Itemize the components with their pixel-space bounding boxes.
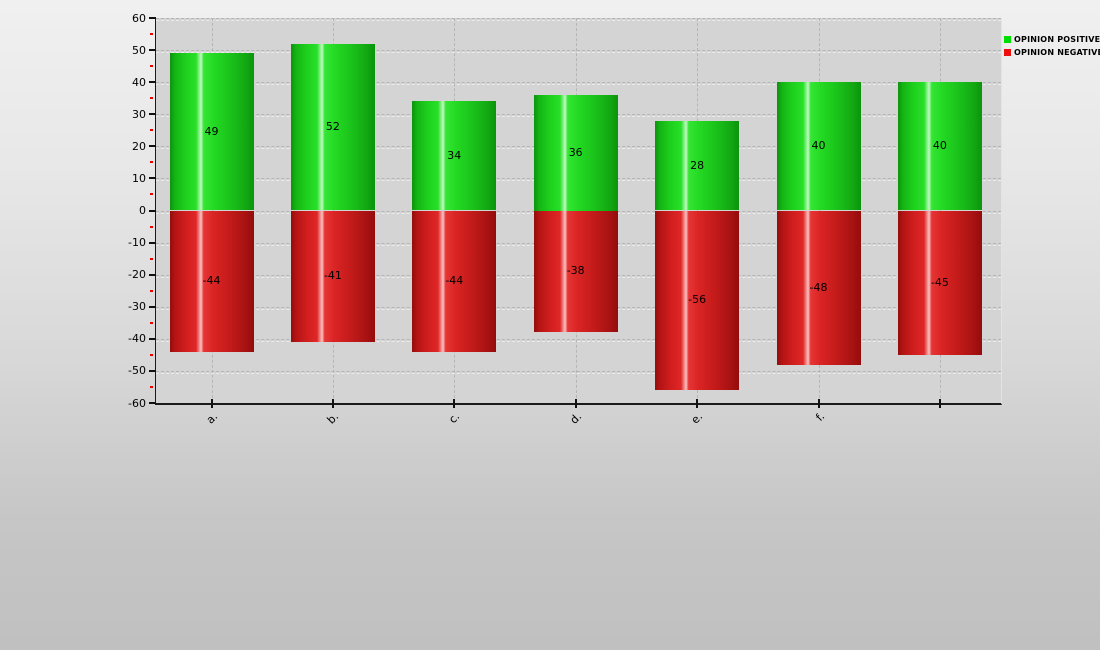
y-axis-tick-label: -30 xyxy=(128,300,146,314)
y-axis-tick xyxy=(149,17,156,19)
bar-negative-segment xyxy=(897,210,982,355)
y-axis-minor-tick xyxy=(150,161,153,164)
y-axis-tick xyxy=(149,113,156,116)
bar-positive-segment xyxy=(655,120,740,211)
bar-positive-segment xyxy=(169,53,254,211)
y-axis-minor-tick xyxy=(150,193,153,196)
y-axis-tick-label: -40 xyxy=(128,332,146,346)
y-axis-minor-tick xyxy=(150,129,153,132)
y-axis-tick xyxy=(149,81,156,84)
legend-item-positive: OPINION POSITIVE xyxy=(1004,35,1100,44)
legend-item-negative: OPINION NEGATIVE xyxy=(1004,48,1100,57)
y-axis-minor-tick xyxy=(150,65,153,68)
y-axis-minor-tick xyxy=(150,289,153,292)
y-axis-tick xyxy=(149,369,156,372)
y-axis-minor-tick xyxy=(150,321,153,324)
y-axis-tick xyxy=(149,402,156,404)
y-axis-tick-label: -10 xyxy=(128,236,146,250)
y-axis-tick-label: -20 xyxy=(128,268,146,282)
bar-positive-segment xyxy=(776,82,861,211)
bar-positive-segment xyxy=(533,95,618,211)
x-axis-tick-label: d. xyxy=(567,410,584,427)
y-axis-minor-tick xyxy=(150,97,153,100)
horizontal-gridline xyxy=(156,18,1001,21)
y-axis-tick-label: 30 xyxy=(132,107,146,121)
x-axis-tick xyxy=(331,399,334,408)
y-axis-tick-label: 60 xyxy=(132,11,146,25)
x-axis-tick-label: a. xyxy=(203,410,220,427)
x-axis-tick xyxy=(574,399,577,408)
x-axis-tick-label: c. xyxy=(446,410,463,426)
negative-series-swatch-icon xyxy=(1004,49,1011,56)
bar-positive-segment xyxy=(290,43,375,211)
x-axis-tick-label: f. xyxy=(812,410,827,424)
y-axis-minor-tick xyxy=(150,33,153,36)
positive-series-swatch-icon xyxy=(1004,36,1011,43)
x-axis-tick xyxy=(696,399,699,408)
y-axis-tick xyxy=(149,241,156,244)
horizontal-gridline xyxy=(156,82,1001,86)
y-axis-tick xyxy=(149,273,156,276)
y-axis-minor-tick xyxy=(150,257,153,260)
x-axis-tick-label: b. xyxy=(324,410,342,427)
y-axis-tick xyxy=(149,49,156,52)
horizontal-gridline xyxy=(156,338,1001,342)
bar-negative-segment xyxy=(169,210,254,352)
y-axis-tick xyxy=(149,145,156,148)
x-axis-tick xyxy=(817,399,820,408)
legend-label-negative: OPINION NEGATIVE xyxy=(1014,48,1100,57)
y-axis-tick-label: 10 xyxy=(132,171,146,185)
y-axis-minor-tick xyxy=(150,225,153,228)
y-axis-tick-label: -60 xyxy=(128,396,146,410)
bar-negative-segment xyxy=(533,210,618,333)
y-axis-tick-label: 40 xyxy=(132,75,146,89)
bar-negative-segment xyxy=(655,210,740,391)
horizontal-gridline xyxy=(156,50,1001,54)
y-axis-tick xyxy=(149,209,156,212)
x-axis-tick xyxy=(938,399,941,408)
horizontal-gridline xyxy=(156,370,1001,374)
bar-negative-segment xyxy=(412,210,497,352)
legend-label-positive: OPINION POSITIVE xyxy=(1014,35,1100,44)
x-axis-tick xyxy=(453,399,456,408)
x-axis-tick-label: e. xyxy=(688,410,706,427)
y-axis-minor-tick xyxy=(150,353,153,356)
y-axis-minor-tick xyxy=(150,385,153,388)
bar-negative-segment xyxy=(290,210,375,343)
bar-positive-segment xyxy=(897,82,982,211)
bar-positive-segment xyxy=(412,101,497,211)
y-axis-tick xyxy=(149,337,156,340)
y-axis-tick-label: -50 xyxy=(128,364,146,378)
y-axis-tick xyxy=(149,305,156,308)
y-axis-tick-label: 20 xyxy=(132,139,146,153)
x-axis-tick xyxy=(210,399,213,408)
y-axis-tick xyxy=(149,177,156,180)
y-axis-tick-label: 0 xyxy=(139,204,146,217)
bar-negative-segment xyxy=(776,210,861,365)
chart-plot-area: 60 50 40 30 20 10 0 -10 -20 -30 -40 -50 -60 a. b. c. d. e… xyxy=(128,12,1002,427)
y-axis-tick-label: 50 xyxy=(132,43,146,57)
chart-legend: OPINION POSITIVE OPINION NEGATIVE xyxy=(1004,35,1100,61)
